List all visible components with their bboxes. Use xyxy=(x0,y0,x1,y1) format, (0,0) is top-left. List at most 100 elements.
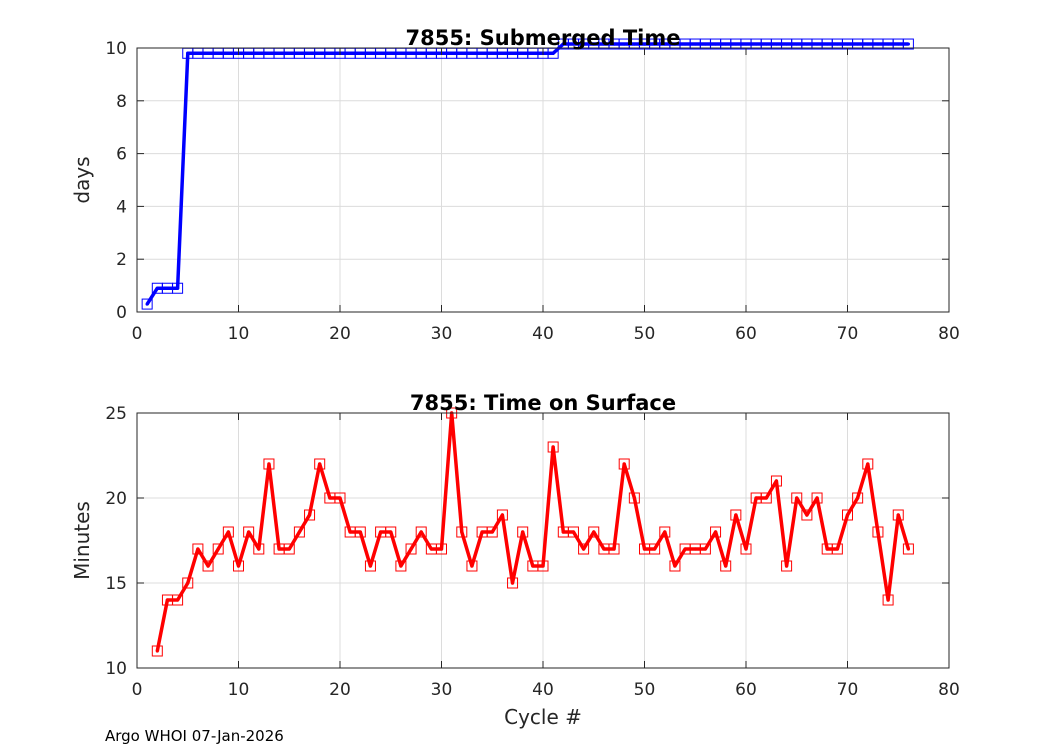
data-point-center xyxy=(774,42,779,46)
data-point-center xyxy=(663,530,667,534)
data-point xyxy=(192,543,204,555)
data-point-center xyxy=(257,51,261,55)
data-point-center xyxy=(480,51,484,55)
data-point-center xyxy=(825,547,829,551)
data-point-center xyxy=(825,42,829,46)
data-point-center xyxy=(571,42,576,46)
data-point-center xyxy=(835,42,839,46)
x-tick-label: 70 xyxy=(837,680,859,700)
data-point-center xyxy=(490,51,494,55)
data-point-center xyxy=(835,547,839,551)
chart-title: 7855: Time on Surface xyxy=(410,391,676,415)
data-point xyxy=(710,526,722,538)
data-point-center xyxy=(470,51,474,55)
x-tick-label: 30 xyxy=(431,680,453,700)
data-point-center xyxy=(500,513,504,517)
data-point-center xyxy=(856,496,860,500)
data-point-center xyxy=(764,496,768,500)
data-point xyxy=(172,594,184,606)
data-point-center xyxy=(186,51,190,55)
data-point-center xyxy=(389,530,393,534)
data-point xyxy=(283,543,295,555)
data-point xyxy=(649,543,661,555)
data-point xyxy=(141,298,153,310)
data-point-center xyxy=(328,51,332,55)
data-point-center xyxy=(348,530,352,534)
data-point xyxy=(263,458,275,470)
data-point-center xyxy=(582,547,586,551)
data-point-center xyxy=(896,42,900,46)
data-point xyxy=(842,509,853,521)
data-point xyxy=(781,560,793,572)
x-tick-label: 0 xyxy=(132,680,143,700)
data-point-center xyxy=(642,547,647,551)
x-tick-label: 10 xyxy=(228,680,250,700)
data-point-center xyxy=(348,51,352,55)
data-point-center xyxy=(297,51,301,55)
data-point xyxy=(172,282,184,294)
data-point-center xyxy=(460,530,464,534)
data-point-center xyxy=(703,547,708,551)
data-point-center xyxy=(429,547,433,551)
data-point-center xyxy=(510,51,515,55)
data-point-center xyxy=(196,547,200,551)
x-tick-label: 20 xyxy=(329,324,351,344)
data-point-center xyxy=(247,530,251,534)
data-point xyxy=(720,560,732,572)
data-point-center xyxy=(318,51,322,55)
data-point-center xyxy=(399,564,403,568)
y-tick-label: 25 xyxy=(105,404,127,424)
data-point xyxy=(202,560,214,572)
data-point-center xyxy=(368,564,373,568)
data-point-center xyxy=(196,51,200,55)
data-point xyxy=(760,492,772,504)
y-tick-label: 10 xyxy=(105,659,127,679)
submerged-time-chart: 0 10 20 30 40 50 60 70 80 0 2 4 6 8 10 7855: Submerged… xyxy=(70,26,960,344)
data-point xyxy=(659,526,671,538)
data-point-center xyxy=(257,547,261,551)
data-point-center xyxy=(236,564,241,568)
data-point-center xyxy=(521,51,525,55)
data-point-center xyxy=(318,462,322,466)
data-point xyxy=(699,543,711,555)
data-point-center xyxy=(856,42,860,46)
data-point xyxy=(770,475,782,487)
data-point-center xyxy=(785,42,789,46)
data-point-center xyxy=(734,513,738,517)
data-point-center xyxy=(866,462,870,466)
data-point-center xyxy=(774,479,779,483)
data-point-center xyxy=(165,598,170,602)
data-point xyxy=(608,543,620,555)
data-point xyxy=(466,560,478,572)
data-point xyxy=(151,645,163,657)
x-tick-label: 50 xyxy=(634,324,656,344)
data-point xyxy=(334,492,346,504)
data-point-center xyxy=(379,530,383,534)
data-point-center xyxy=(399,51,403,55)
x-tick-label: 70 xyxy=(837,324,859,344)
data-point-center xyxy=(500,51,504,55)
data-point-center xyxy=(429,51,433,55)
data-point-center xyxy=(642,42,647,46)
data-point-center xyxy=(419,51,423,55)
data-point xyxy=(243,526,255,538)
x-tick-label: 60 xyxy=(735,680,757,700)
data-point-center xyxy=(267,462,271,466)
data-point xyxy=(669,560,681,572)
data-point-center xyxy=(368,51,373,55)
data-point-center xyxy=(592,530,596,534)
data-point-center xyxy=(521,530,525,534)
data-point-center xyxy=(155,649,159,653)
data-point-center xyxy=(490,530,494,534)
data-point xyxy=(415,526,427,538)
data-point xyxy=(385,526,397,538)
data-point-center xyxy=(876,530,880,534)
data-point-center xyxy=(744,42,748,46)
data-point-center xyxy=(683,547,687,551)
data-point-center xyxy=(287,51,291,55)
x-axis-label: Cycle # xyxy=(504,705,582,729)
data-point-center xyxy=(571,530,576,534)
data-point-center xyxy=(226,530,230,534)
data-point xyxy=(791,492,803,504)
y-axis-label: Minutes xyxy=(70,501,94,580)
